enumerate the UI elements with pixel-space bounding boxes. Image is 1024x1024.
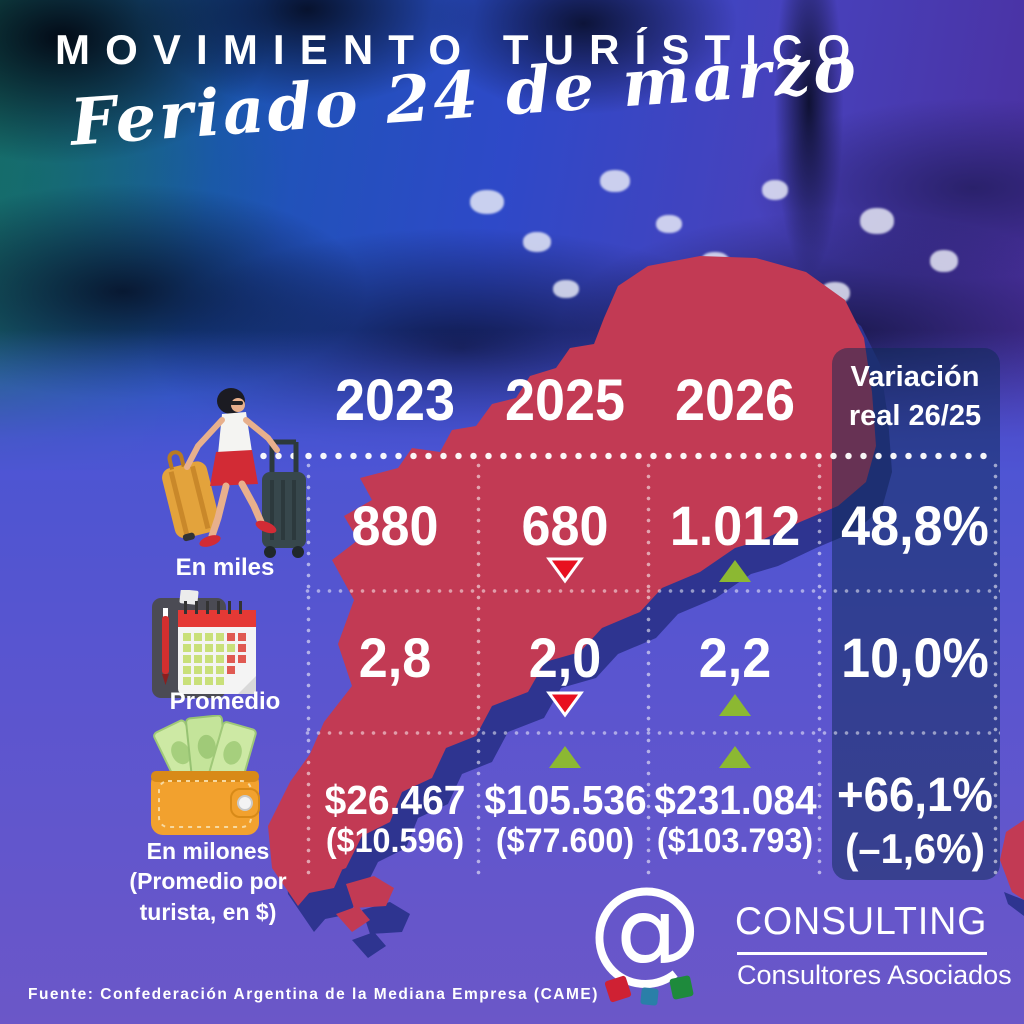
column-header-2023: 2023 (335, 368, 455, 433)
variation-promedio: 10,0% (841, 626, 989, 689)
column-divider (992, 460, 999, 880)
value-2026-en-miles: 1.012 (669, 494, 801, 557)
row-divider (302, 588, 1000, 594)
map-fragment (1000, 820, 1024, 900)
headscarf-shape (930, 250, 958, 272)
column-divider (816, 460, 823, 880)
headscarf-shape (860, 208, 894, 234)
headscarf-shape (656, 215, 682, 233)
at-logo-icon: @ (588, 862, 702, 995)
value-2023-promedio: 2,8 (358, 626, 432, 689)
row-label-promedio: Promedio (169, 688, 281, 715)
variation-en-miles: 48,8% (841, 494, 989, 557)
logo-divider (737, 952, 987, 955)
up-arrow-icon (719, 560, 751, 582)
map-island (292, 860, 342, 894)
column-divider (645, 460, 652, 880)
up-arrow-icon (549, 746, 581, 768)
source-text: Fuente: Confederación Argentina de la Me… (28, 986, 599, 1003)
wallet-icon (151, 715, 260, 835)
variation-column-header: Variación real 26/25 (836, 358, 994, 436)
down-arrow-icon (546, 691, 584, 718)
row-label-line: En milones (146, 838, 270, 864)
subvalue-2025-en-milones: ($77.600) (495, 822, 635, 860)
calendar-icon (152, 590, 256, 698)
headscarf-shape (470, 190, 504, 214)
headscarf-shape (762, 180, 788, 200)
value-2025-promedio: 2,0 (528, 626, 602, 689)
up-arrow-icon (719, 746, 751, 768)
variation-en-milones: +66,1% (837, 769, 993, 822)
headscarf-shape (600, 170, 630, 192)
map-island (336, 906, 370, 932)
headscarf-shape (523, 232, 551, 252)
value-2023-en-milones: $26.467 (324, 777, 466, 823)
row-label-line: turista, en $) (139, 898, 277, 925)
value-2026-promedio: 2,2 (698, 626, 772, 689)
column-divider (305, 460, 312, 880)
value-2025-en-milones: $105.536 (484, 777, 647, 823)
variation-sub-en-milones: (–1,6%) (845, 825, 985, 872)
logo-name: CONSULTING (735, 900, 988, 943)
value-2026-en-milones: $231.084 (654, 777, 817, 823)
column-header-2026: 2026 (675, 368, 795, 433)
row-divider (302, 730, 1000, 736)
headscarf-shape (553, 280, 579, 298)
variation-header-line1: Variación (850, 361, 980, 393)
calendar-grid (183, 633, 246, 685)
row-label-line: (Promedio por (129, 868, 287, 895)
logo-square-green (669, 975, 694, 1000)
column-divider (475, 460, 482, 880)
up-arrow-icon (719, 694, 751, 716)
subvalue-2026-en-milones: ($103.793) (656, 822, 814, 860)
header-dotted-line (256, 452, 990, 460)
page-title: MOVIMIENTO TURÍSTICO (55, 26, 866, 73)
traveler-icon (162, 388, 306, 558)
row-label-en-miles: En miles (175, 554, 275, 581)
column-header-2025: 2025 (505, 368, 625, 433)
down-arrow-icon (546, 557, 584, 584)
map-body (268, 256, 1024, 932)
logo-tagline: Consultores Asociados (737, 960, 1012, 990)
value-2025-en-miles: 680 (521, 494, 609, 557)
value-2023-en-miles: 880 (351, 494, 439, 557)
row-label-en-milones: En milones (Promedio por turista, en $) (118, 836, 298, 927)
logo-square-teal (640, 987, 659, 1006)
variation-panel (832, 348, 1000, 880)
map-fragment-shadow (1004, 892, 1024, 916)
map-island (346, 876, 394, 908)
variation-header-line2: real 26/25 (848, 400, 982, 433)
subvalue-2023-en-milones: ($10.596) (325, 822, 465, 860)
